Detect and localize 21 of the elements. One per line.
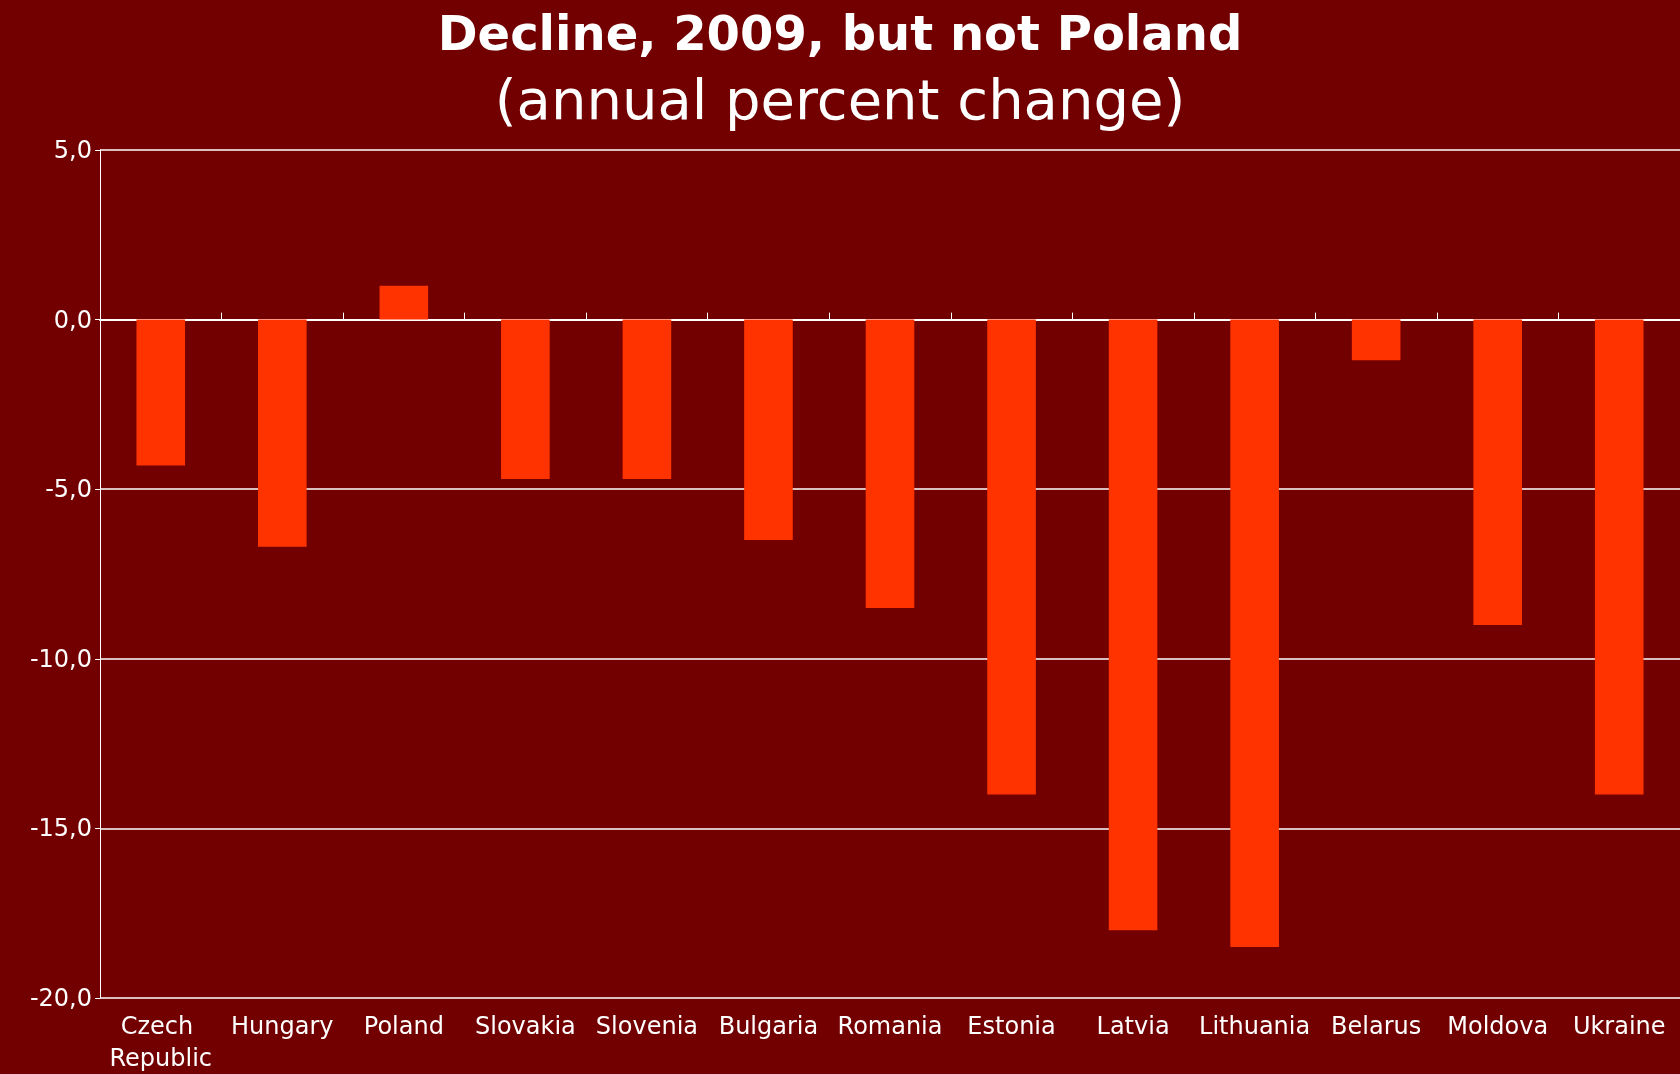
x-tick-label: Estonia xyxy=(967,1012,1056,1040)
x-tick-label: Ukraine xyxy=(1572,1012,1666,1040)
x-tick-label: Slovakia xyxy=(474,1012,576,1040)
x-tick-label: Bulgaria xyxy=(718,1012,819,1040)
x-tick-label: Czech Republic xyxy=(109,1012,213,1072)
chart-subtitle: (annual percent change) xyxy=(494,66,1186,132)
x-tick-label: Hungary xyxy=(231,1012,334,1040)
y-tick-label: 5,0 xyxy=(53,136,92,164)
y-tick-label: -15,0 xyxy=(29,814,92,843)
x-tick-label: Belarus xyxy=(1331,1012,1422,1040)
x-tick-label: Poland xyxy=(363,1012,444,1040)
y-tick-label: 0,0 xyxy=(53,305,92,334)
x-tick-label: Romania xyxy=(837,1012,943,1040)
y-tick-label: -5,0 xyxy=(45,475,92,504)
x-tick-label: Moldova xyxy=(1447,1012,1549,1040)
x-tick-label: Lithuania xyxy=(1199,1012,1311,1040)
y-tick-label: -10,0 xyxy=(29,644,92,673)
chart-title: Decline, 2009, but not Poland xyxy=(437,5,1243,61)
x-tick-label: Latvia xyxy=(1096,1012,1170,1040)
x-tick-label: Slovenia xyxy=(595,1012,698,1040)
y-tick-label: -20,0 xyxy=(29,984,92,1012)
